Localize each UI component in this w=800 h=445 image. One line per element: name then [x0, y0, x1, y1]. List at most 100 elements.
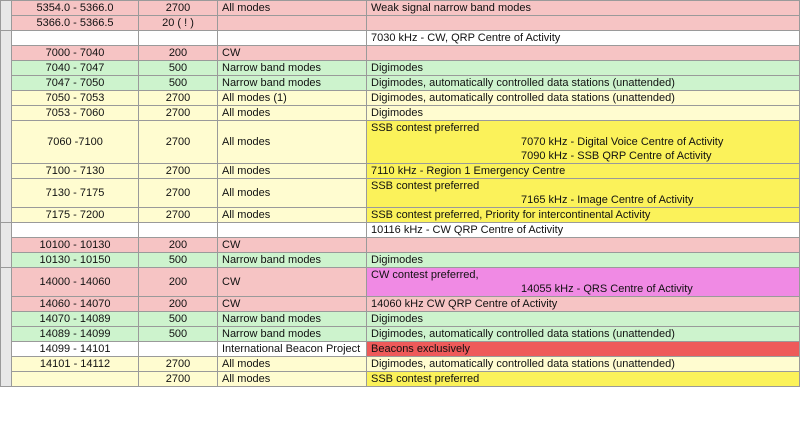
- frequency: 7175 - 7200: [11, 207, 139, 223]
- remark-line: Digimodes, automatically controlled data…: [371, 77, 675, 89]
- frequency: 14070 - 14089: [11, 311, 139, 327]
- band-row: 14099 - 14101 International Beacon Projec…: [1, 341, 800, 357]
- band-row: 7040 - 7047 500 Narrow band modes Digimodes: [1, 60, 800, 76]
- band-row: 10 MHz 10116 kHz - CW QRP Centre of Activ…: [0, 222, 800, 268]
- bandwidth: 500: [138, 252, 218, 268]
- bandwidth: 2700: [138, 356, 218, 372]
- remarks: Digimodes: [366, 252, 800, 268]
- band-label: [0, 267, 12, 387]
- bandwidth: 2700: [138, 105, 218, 121]
- frequency: 5354.0 - 5366.0: [11, 0, 139, 16]
- frequency: 14099 - 14101: [11, 341, 139, 357]
- frequency: 7050 - 7053: [11, 90, 139, 106]
- band-row: 14000 - 14060 200 CW CW contest preferred, 1…: [0, 267, 800, 387]
- usage: All modes: [217, 356, 367, 372]
- frequency: 14101 - 14112: [11, 356, 139, 372]
- remark-line: SSB contest preferred: [371, 373, 480, 385]
- usage: [217, 15, 367, 31]
- usage: Narrow band modes: [217, 75, 367, 91]
- remark-line: Digimodes, automatically controlled data…: [371, 328, 675, 340]
- remarks: Digimodes, automatically controlled data…: [366, 75, 800, 91]
- usage: Narrow band modes: [217, 311, 367, 327]
- frequency: 14000 - 14060: [11, 267, 139, 297]
- frequency: 14089 - 14099: [11, 326, 139, 342]
- remarks: 14060 kHz CW QRP Centre of Activity: [366, 296, 800, 312]
- remarks: [366, 237, 800, 253]
- bandwidth: 200: [138, 237, 218, 253]
- remark-line: Digimodes, automatically controlled data…: [371, 92, 675, 104]
- bandwidth: 500: [138, 311, 218, 327]
- frequency: 7040 - 7047: [11, 60, 139, 76]
- bandwidth: 2700: [138, 178, 218, 208]
- frequency: 7130 - 7175: [11, 178, 139, 208]
- remark-line: 7110 kHz - Region 1 Emergency Centre: [371, 165, 566, 177]
- remarks: 10116 kHz - CW QRP Centre of Activity: [366, 222, 800, 238]
- remarks: Digimodes: [366, 60, 800, 76]
- remark-line: Beacons exclusively: [371, 343, 471, 355]
- remark-line: Digimodes: [371, 313, 423, 325]
- usage: All modes: [217, 105, 367, 121]
- usage: CW: [217, 45, 367, 61]
- bandwidth: 2700: [138, 371, 218, 387]
- bandwidth: 500: [138, 60, 218, 76]
- remark-line: 14060 kHz CW QRP Centre of Activity: [371, 298, 558, 310]
- remarks: SSB contest preferred: [366, 371, 800, 387]
- usage: All modes: [217, 163, 367, 179]
- band-label: [0, 0, 12, 31]
- frequency: 7100 - 7130: [11, 163, 139, 179]
- band-row: 14060 - 14070 200 CW 14060 kHz CW QRP Centr…: [1, 296, 800, 312]
- band-row: 7060 -7100 2700 All modes SSB contest prefe…: [1, 120, 800, 164]
- bandwidth: [138, 222, 218, 238]
- band-row: 14070 - 14089 500 Narrow band modes Digimod…: [1, 311, 800, 327]
- band-label-text: 10 MHz: [8, 231, 11, 259]
- bandwidth: 2700: [138, 120, 218, 164]
- remarks: SSB contest preferred, Priority for inte…: [366, 207, 800, 223]
- band-row: 7050 - 7053 2700 All modes (1) Digimodes, a…: [1, 90, 800, 106]
- usage: All modes: [217, 0, 367, 16]
- band-row: 7175 - 7200 2700 All modes SSB contest pref…: [1, 207, 800, 223]
- frequency: [11, 30, 139, 46]
- usage: All modes: [217, 120, 367, 164]
- bandwidth: 200: [138, 45, 218, 61]
- usage: All modes: [217, 371, 367, 387]
- remarks: Digimodes: [366, 311, 800, 327]
- remark-line: Digimodes: [371, 107, 423, 119]
- band-row: 10100 - 10130 200 CW: [1, 237, 800, 253]
- band-row: 5354.0 - 5366.0 2700 All modes Weak signal …: [0, 0, 800, 31]
- usage: [217, 30, 367, 46]
- bandwidth: 2700: [138, 0, 218, 16]
- remarks: Digimodes, automatically controlled data…: [366, 90, 800, 106]
- remark-line: SSB contest preferred: [371, 180, 480, 192]
- frequency: [11, 222, 139, 238]
- remarks: [366, 15, 800, 31]
- bandwidth: 2700: [138, 90, 218, 106]
- remark-line: 7030 kHz - CW, QRP Centre of Activity: [371, 32, 561, 44]
- usage: CW: [217, 267, 367, 297]
- band-label: 10 MHz: [0, 222, 12, 268]
- remarks: SSB contest preferred 7165 kHz - Image Ce…: [366, 178, 800, 208]
- remarks: Digimodes: [366, 105, 800, 121]
- bandwidth: 500: [138, 326, 218, 342]
- band-row: 7053 - 7060 2700 All modes Digimodes: [1, 105, 800, 121]
- remark-line: Weak signal narrow band modes: [371, 2, 531, 14]
- remarks: SSB contest preferred 7070 kHz - Digital …: [366, 120, 800, 164]
- remark-line: 7165 kHz - Image Centre of Activity: [521, 194, 694, 206]
- band-row: 2700 All modes SSB contest preferred: [1, 371, 800, 387]
- usage: CW: [217, 296, 367, 312]
- band-label: [0, 30, 12, 223]
- bandwidth: [138, 30, 218, 46]
- usage: All modes: [217, 207, 367, 223]
- remark-line: 14055 kHz - QRS Centre of Activity: [521, 283, 693, 295]
- remark-line: Digimodes: [371, 62, 423, 74]
- band-plan-table: 5354.0 - 5366.0 2700 All modes Weak signal …: [0, 0, 800, 387]
- remarks: [366, 45, 800, 61]
- frequency: 7053 - 7060: [11, 105, 139, 121]
- frequency: 14060 - 14070: [11, 296, 139, 312]
- bandwidth: 200: [138, 296, 218, 312]
- remark-line: SSB contest preferred, Priority for inte…: [371, 209, 651, 221]
- usage: International Beacon Project: [217, 341, 367, 357]
- band-row: 7000 - 7040 200 CW: [1, 45, 800, 61]
- usage: Narrow band modes: [217, 252, 367, 268]
- remark-line: Digimodes: [371, 254, 423, 266]
- remarks: Beacons exclusively: [366, 341, 800, 357]
